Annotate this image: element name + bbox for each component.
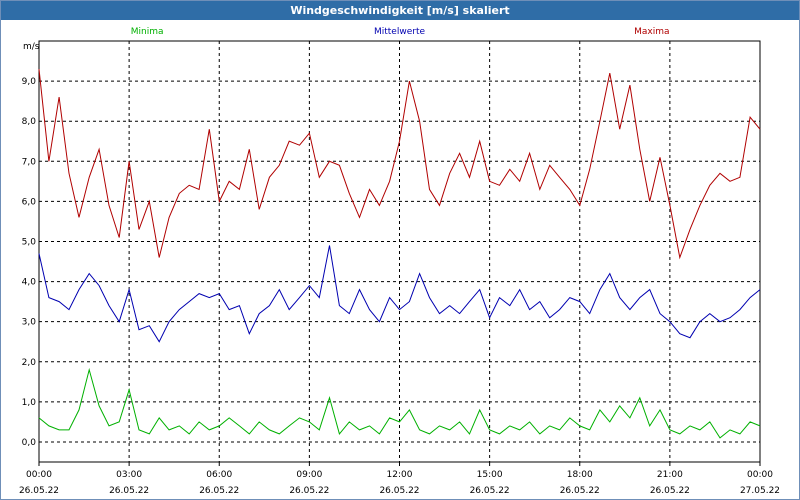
x-tick-date: 26.05.22 [379,486,419,496]
x-tick-time: 03:00 [116,470,142,480]
x-tick-time: 00:00 [26,470,52,480]
y-axis-label: m/s [23,42,40,52]
legend: Minima Mittelwerte Maxima [131,27,670,37]
series-line-minima [38,367,761,439]
x-tick-date: 26.05.22 [19,486,59,496]
y-tick-label: 8,0 [22,117,37,127]
x-tick-date: 27.05.22 [740,486,780,496]
legend-item-minima: Minima [131,27,164,37]
x-tick-date: 26.05.22 [650,486,690,496]
x-tick-time: 15:00 [477,470,503,480]
y-tick-label: 9,0 [22,77,37,87]
x-tick-time: 09:00 [296,470,322,480]
chart-title: Windgeschwindigkeit [m/s] skaliert [1,1,799,20]
x-axis: 00:00 26.05.22 03:00 26.05.22 06:00 26.05.22 0… [19,462,780,496]
legend-item-maxima: Maxima [634,27,669,37]
y-tick-label: 2,0 [22,358,37,368]
y-tick-label: 4,0 [22,278,37,288]
y-tick-label: 1,0 [22,398,37,408]
x-tick-time: 18:00 [567,470,593,480]
series-line-mittelwerte [38,245,761,343]
x-tick-date: 26.05.22 [470,486,510,496]
grid-lines [39,41,760,462]
x-tick-time: 06:00 [206,470,232,480]
y-tick-label: 7,0 [22,157,37,167]
x-tick-date: 26.05.22 [109,486,149,496]
x-tick-time: 12:00 [387,470,413,480]
y-tick-label: 5,0 [22,237,37,247]
series-lines [38,69,761,439]
x-tick-time: 00:00 [747,470,773,480]
x-tick-time: 21:00 [657,470,683,480]
y-tick-label: 6,0 [22,197,37,207]
y-axis: 0,0 1,0 2,0 3,0 4,0 5,0 6,0 7,0 8,0 9,0 [22,77,37,448]
y-tick-label: 0,0 [22,438,37,448]
x-tick-date: 26.05.22 [199,486,239,496]
y-tick-label: 3,0 [22,318,37,328]
legend-item-mittelwerte: Mittelwerte [374,27,425,37]
x-tick-date: 26.05.22 [560,486,600,496]
x-tick-date: 26.05.22 [289,486,329,496]
series-line-maxima [38,69,761,260]
